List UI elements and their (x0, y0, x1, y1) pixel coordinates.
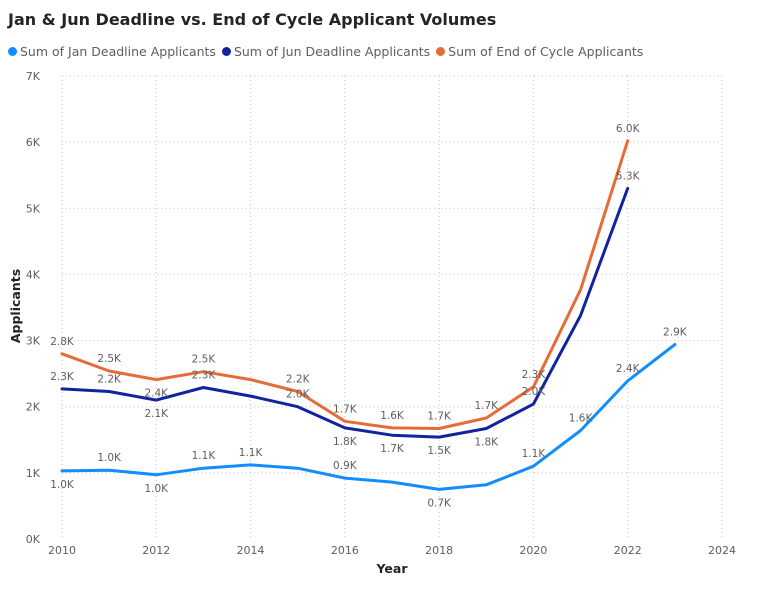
series-lines (60, 139, 677, 491)
y-tick-label: 7K (26, 70, 41, 83)
y-tick-label: 2K (26, 401, 41, 414)
data-label: 1.6K (569, 413, 594, 425)
data-label: 1.7K (427, 411, 452, 423)
data-label: 1.7K (333, 403, 358, 415)
chart-title: Jan & Jun Deadline vs. End of Cycle Appl… (8, 10, 497, 29)
legend-label-jan: Sum of Jan Deadline Applicants (20, 44, 216, 59)
data-label: 2.2K (97, 374, 122, 386)
y-axis-title: Applicants (8, 269, 23, 343)
y-tick-label: 4K (26, 268, 41, 281)
legend-item-jan[interactable]: Sum of Jan Deadline Applicants (8, 44, 216, 59)
x-tick-label: 2014 (237, 544, 265, 557)
x-tick-label: 2016 (331, 544, 359, 557)
y-axis: 0K 1K 2K 3K 4K 5K 6K 7K (26, 70, 41, 546)
data-label: 0.9K (333, 460, 358, 472)
data-label: 0.7K (427, 497, 452, 509)
x-tick-label: 2024 (708, 544, 736, 557)
data-label: 2.4K (616, 363, 641, 375)
data-labels: 1.0K 1.0K 1.0K 1.1K 1.1K 0.9K 0.7K 1.1K 1.6K 2.4K… (50, 123, 688, 510)
x-tick-label: 2012 (142, 544, 170, 557)
y-tick-label: 1K (26, 467, 41, 480)
legend-marker-end-of-cycle (436, 47, 446, 56)
y-tick-label: 6K (26, 136, 41, 149)
data-label: 1.6K (380, 410, 405, 422)
legend-label-jun: Sum of Jun Deadline Applicants (233, 44, 431, 59)
data-label: 1.1K (192, 450, 217, 462)
data-label: 1.0K (97, 452, 122, 464)
y-tick-label: 5K (26, 202, 41, 215)
data-label: 5.3K (616, 170, 641, 182)
data-label: 2.0K (522, 386, 547, 398)
legend-marker-jan (8, 47, 17, 56)
x-tick-label: 2022 (614, 544, 642, 557)
y-tick-label: 0K (26, 533, 41, 546)
legend-item-end-of-cycle[interactable]: Sum of End of Cycle Applicants (436, 44, 643, 59)
data-label: 2.8K (50, 336, 75, 348)
data-label: 1.1K (239, 447, 264, 459)
data-label: 1.8K (333, 436, 358, 448)
x-tick-label: 2010 (48, 544, 76, 557)
data-label: 1.1K (522, 448, 547, 460)
data-label: 1.8K (474, 437, 499, 449)
data-label: 2.9K (663, 327, 688, 339)
data-label: 2.4K (144, 388, 169, 400)
y-tick-label: 3K (26, 335, 41, 348)
data-label: 2.3K (50, 371, 75, 383)
data-label: 2.3K (192, 370, 217, 382)
data-label: 2.0K (286, 389, 311, 401)
x-tick-label: 2018 (425, 544, 453, 557)
data-label: 1.7K (474, 400, 499, 412)
data-label: 1.5K (427, 445, 452, 457)
series-line-2[interactable] (60, 139, 630, 430)
legend-marker-jun (221, 47, 231, 56)
legend-item-jun[interactable]: Sum of Jun Deadline Applicants (221, 44, 431, 59)
data-label: 1.7K (380, 443, 405, 455)
data-label: 2.3K (522, 369, 547, 381)
data-label: 1.0K (50, 479, 75, 491)
data-label: 2.5K (97, 353, 122, 365)
x-axis-title: Year (376, 561, 409, 576)
x-tick-label: 2020 (519, 544, 547, 557)
x-axis: 2010 2012 2014 2016 2018 2020 2022 2024 (48, 544, 736, 557)
data-label: 2.5K (192, 354, 217, 366)
legend: Sum of Jan Deadline Applicants Sum of Ju… (8, 44, 643, 59)
series-line-1[interactable] (60, 186, 630, 439)
data-label: 6.0K (616, 123, 641, 135)
data-label: 2.2K (286, 374, 311, 386)
series-line-0[interactable] (60, 343, 677, 491)
gridlines (61, 75, 723, 539)
data-label: 1.0K (144, 483, 169, 495)
data-label: 2.1K (144, 408, 169, 420)
legend-label-end-of-cycle: Sum of End of Cycle Applicants (448, 44, 644, 59)
